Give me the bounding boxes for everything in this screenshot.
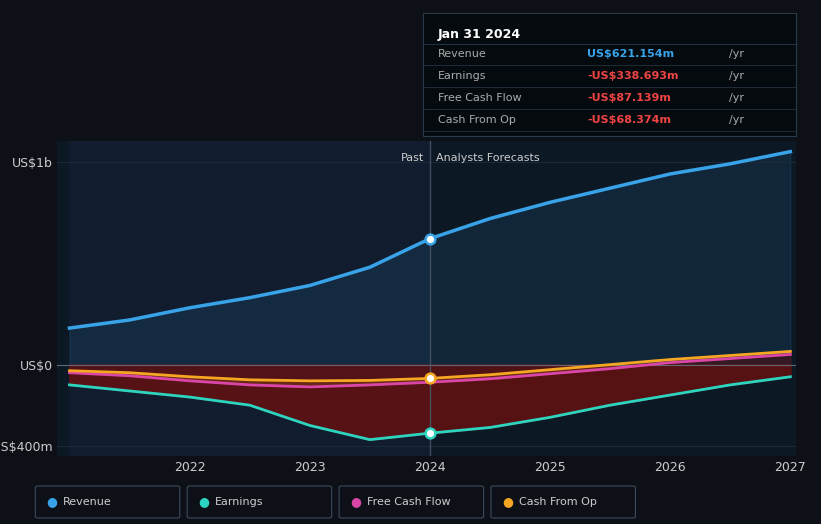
Text: Analysts Forecasts: Analysts Forecasts — [436, 152, 539, 162]
Text: ●: ● — [46, 496, 57, 508]
Bar — [70, 141, 430, 456]
Text: /yr: /yr — [729, 49, 744, 59]
Text: -US$87.139m: -US$87.139m — [587, 93, 671, 103]
Text: ●: ● — [502, 496, 513, 508]
Text: Cash From Op: Cash From Op — [438, 115, 516, 125]
Text: /yr: /yr — [729, 115, 744, 125]
Text: /yr: /yr — [729, 71, 744, 81]
Text: Cash From Op: Cash From Op — [519, 497, 597, 507]
Text: Past: Past — [401, 152, 424, 162]
Text: -US$68.374m: -US$68.374m — [587, 115, 672, 125]
Text: /yr: /yr — [729, 93, 744, 103]
Text: Free Cash Flow: Free Cash Flow — [438, 93, 521, 103]
Text: Jan 31 2024: Jan 31 2024 — [438, 28, 521, 41]
Text: -US$338.693m: -US$338.693m — [587, 71, 679, 81]
Text: Earnings: Earnings — [438, 71, 486, 81]
Text: Revenue: Revenue — [63, 497, 112, 507]
Text: US$621.154m: US$621.154m — [587, 49, 674, 59]
Text: Earnings: Earnings — [215, 497, 264, 507]
Text: ●: ● — [350, 496, 361, 508]
Text: Revenue: Revenue — [438, 49, 487, 59]
Bar — [430, 141, 791, 456]
Text: ●: ● — [198, 496, 209, 508]
Text: Free Cash Flow: Free Cash Flow — [367, 497, 451, 507]
